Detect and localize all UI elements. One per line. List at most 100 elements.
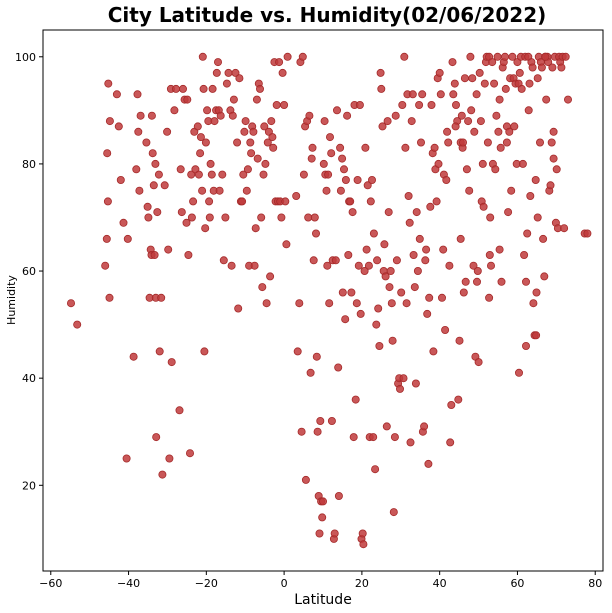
data-point-209 [361, 143, 370, 152]
data-point-22 [143, 202, 152, 211]
data-point-368 [529, 299, 538, 308]
data-point-201 [353, 175, 362, 184]
data-point-270 [425, 293, 434, 302]
data-point-2 [101, 261, 110, 270]
data-point-246 [400, 52, 409, 61]
data-point-110 [249, 127, 258, 136]
data-point-186 [338, 154, 347, 163]
data-point-218 [371, 465, 380, 474]
data-point-258 [412, 208, 421, 217]
data-point-69 [201, 224, 210, 233]
data-point-292 [448, 58, 457, 67]
data-point-16 [132, 165, 141, 174]
y-axis: 20 40 60 80 100 [15, 51, 43, 492]
data-point-413 [533, 74, 542, 83]
data-point-85 [216, 111, 225, 120]
x-tick-label: 0 [281, 577, 288, 590]
data-point-253 [407, 117, 416, 126]
data-point-335 [494, 127, 503, 136]
data-point-206 [358, 529, 367, 538]
data-point-302 [459, 288, 468, 297]
x-tick-label: 40 [433, 577, 447, 590]
data-point-225 [378, 122, 387, 131]
data-point-285 [441, 325, 450, 334]
data-point-88 [221, 213, 230, 222]
data-point-291 [447, 400, 456, 409]
data-point-303 [460, 74, 469, 83]
data-point-108 [247, 149, 256, 158]
data-point-414 [541, 52, 550, 61]
data-point-101 [239, 170, 248, 179]
data-point-192 [344, 250, 353, 259]
data-point-325 [483, 138, 492, 147]
data-point-44 [167, 358, 176, 367]
data-point-272 [427, 101, 436, 110]
data-point-280 [435, 68, 444, 77]
data-point-403 [532, 331, 541, 340]
data-point-153 [306, 368, 315, 377]
data-point-315 [473, 266, 482, 275]
data-point-54 [184, 250, 193, 259]
data-point-36 [155, 347, 164, 356]
data-point-68 [200, 347, 209, 356]
data-point-262 [416, 138, 425, 147]
data-point-182 [334, 363, 343, 372]
data-point-254 [408, 90, 417, 99]
data-point-362 [523, 229, 532, 238]
data-point-126 [267, 117, 276, 126]
data-point-166 [318, 497, 327, 506]
x-tick-label: 60 [510, 577, 524, 590]
x-tick-label: −20 [195, 577, 218, 590]
data-point-197 [349, 433, 358, 442]
data-point-61 [193, 122, 202, 131]
data-point-397 [561, 52, 570, 61]
data-point-116 [255, 84, 264, 93]
data-point-268 [423, 309, 432, 318]
data-point-167 [319, 159, 328, 168]
data-point-143 [295, 299, 304, 308]
data-point-119 [259, 170, 268, 179]
data-point-297 [454, 395, 463, 404]
data-point-231 [384, 208, 393, 217]
data-point-216 [369, 433, 378, 442]
data-point-84 [215, 186, 224, 195]
data-point-271 [426, 202, 435, 211]
data-point-400 [583, 229, 592, 238]
data-point-252 [406, 438, 415, 447]
data-point-402 [522, 341, 531, 350]
data-point-367 [528, 63, 537, 72]
data-point-259 [413, 266, 422, 275]
data-point-277 [432, 197, 441, 206]
data-point-308 [466, 52, 475, 61]
data-point-90 [224, 68, 233, 77]
data-point-100 [238, 197, 247, 206]
x-tick-label: −60 [39, 577, 62, 590]
data-point-370 [531, 175, 540, 184]
data-point-294 [450, 79, 459, 88]
data-point-1 [73, 320, 82, 329]
data-point-405 [485, 293, 494, 302]
data-point-35 [154, 170, 163, 179]
data-point-128 [269, 143, 278, 152]
data-point-138 [281, 197, 290, 206]
data-point-175 [327, 149, 336, 158]
data-point-348 [508, 52, 517, 61]
data-point-50 [178, 84, 187, 93]
data-point-310 [468, 74, 477, 83]
data-point-140 [283, 52, 292, 61]
data-point-154 [307, 154, 316, 163]
data-point-97 [234, 304, 243, 313]
data-point-305 [462, 165, 471, 174]
data-point-5 [103, 197, 112, 206]
data-point-295 [451, 101, 460, 110]
data-point-384 [546, 181, 555, 190]
data-point-331 [490, 79, 499, 88]
data-point-361 [522, 277, 531, 286]
data-point-165 [318, 513, 327, 522]
data-point-111 [250, 261, 259, 270]
data-point-344 [504, 208, 513, 217]
data-point-181 [332, 106, 341, 115]
data-point-133 [275, 58, 284, 67]
data-point-314 [472, 90, 481, 99]
